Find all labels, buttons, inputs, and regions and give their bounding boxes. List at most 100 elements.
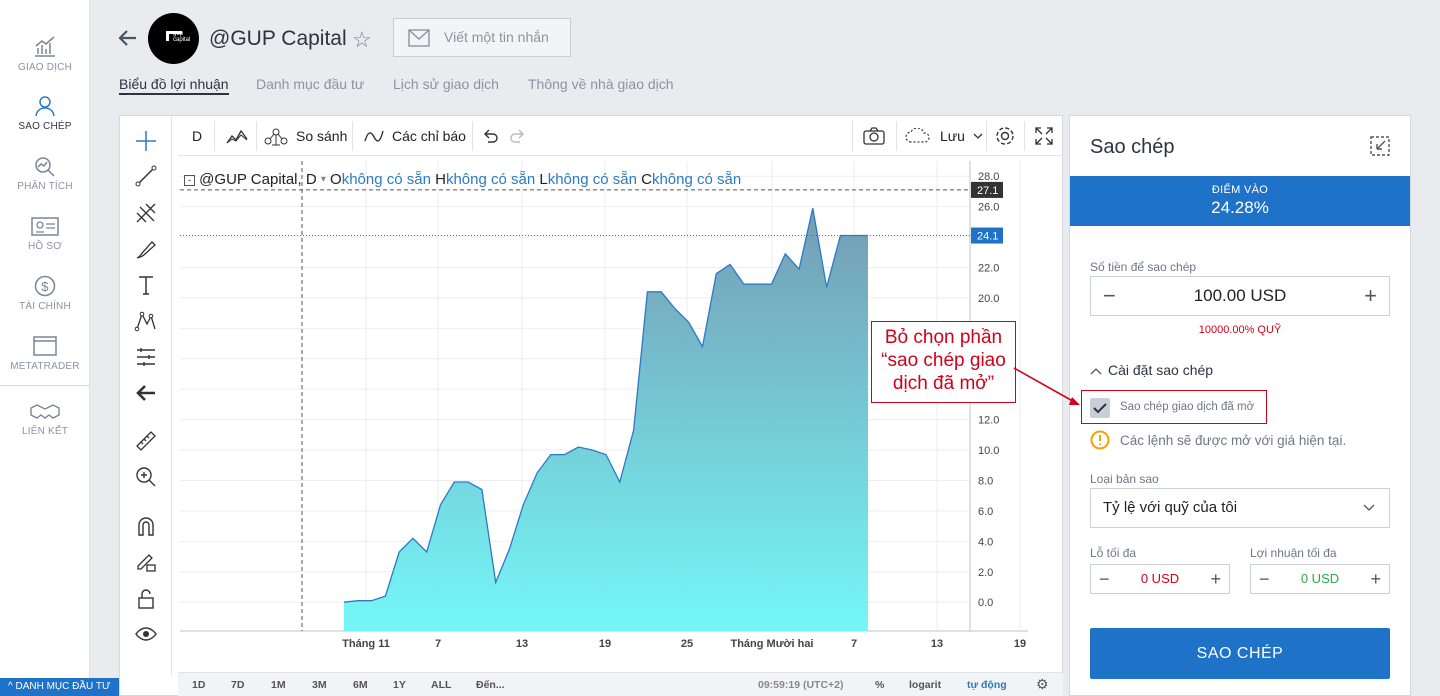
plus-icon[interactable]: + xyxy=(1210,569,1221,589)
copy-button[interactable]: SAO CHÉP xyxy=(1090,628,1390,679)
percent-toggle[interactable]: % xyxy=(875,679,885,691)
legend-collapse-icon[interactable]: - xyxy=(184,175,195,186)
star-icon[interactable]: ☆ xyxy=(352,27,372,52)
legend-symbol: @GUP Capital, D xyxy=(199,171,317,188)
minus-icon[interactable]: − xyxy=(1099,569,1110,589)
range-1d[interactable]: 1D xyxy=(192,679,206,691)
save-button[interactable]: Lưu xyxy=(904,116,983,156)
log-toggle[interactable]: logarit xyxy=(909,679,942,691)
copy-type-select[interactable]: Tỷ lệ với quỹ của tôi xyxy=(1090,488,1390,528)
nav-item-links[interactable]: LIÊN KẾT xyxy=(0,402,90,437)
magnet-icon[interactable] xyxy=(133,513,159,539)
compare-button[interactable]: So sánh xyxy=(264,116,347,156)
range-all[interactable]: ALL xyxy=(431,679,452,691)
range-1y[interactable]: 1Y xyxy=(393,679,406,691)
nav-label-profile: HỒ SƠ xyxy=(27,241,63,252)
nav-label-finance: TÀI CHÍNH xyxy=(19,301,71,312)
settings-toggle[interactable]: Cài đặt sao chép xyxy=(1090,362,1213,378)
fullscreen-icon[interactable] xyxy=(1034,116,1054,156)
x-tick-label: 13 xyxy=(931,638,943,650)
toolbar-divider xyxy=(986,121,987,151)
amount-stepper[interactable]: − 100.00 USD + xyxy=(1090,276,1390,316)
plus-icon[interactable]: + xyxy=(1370,569,1381,589)
unlock-icon[interactable] xyxy=(133,586,159,612)
message-button-label: Viết một tin nhắn xyxy=(444,29,549,45)
dollar-icon: $ xyxy=(34,275,56,297)
collapse-panel-icon[interactable] xyxy=(1370,136,1390,156)
message-button[interactable]: Viết một tin nhắn xyxy=(393,18,571,57)
annotation-callout: Bỏ chọn phần “sao chép giao dịch đã mở” xyxy=(871,321,1016,403)
window-icon xyxy=(33,336,57,356)
copy-open-trades-checkbox[interactable] xyxy=(1090,398,1110,418)
nav-item-copy[interactable]: SAO CHÉP xyxy=(0,95,90,132)
lock-pencil-icon[interactable] xyxy=(133,549,159,575)
entry-value: 24.28% xyxy=(1211,198,1269,217)
back-arrow-icon[interactable] xyxy=(118,26,138,55)
chart-container: D So sánh Các chỉ báo Lưu 0.0 2.0 4.0 6.0 8.… xyxy=(119,115,1063,696)
left-nav: GIAO DỊCH SAO CHÉP PHÂN TÍCH HỒ SƠ $ TÀI… xyxy=(0,0,90,696)
chevron-down-icon xyxy=(1363,504,1375,511)
chart-type-icon[interactable] xyxy=(226,116,248,156)
arrow-left-icon[interactable] xyxy=(133,380,159,406)
plus-icon[interactable]: + xyxy=(1364,283,1377,308)
tab-portfolio[interactable]: Danh mục đầu tư xyxy=(256,76,365,92)
range-6m[interactable]: 6M xyxy=(353,679,368,691)
tab-trader-info[interactable]: Thông về nhà giao dịch xyxy=(528,76,674,92)
max-loss-label: Lỗ tối đa xyxy=(1090,546,1137,560)
max-loss-stepper[interactable]: − 0 USD + xyxy=(1090,564,1230,594)
indicators-button[interactable]: Các chỉ báo xyxy=(364,116,466,156)
minus-icon[interactable]: − xyxy=(1259,569,1270,589)
range-3m[interactable]: 3M xyxy=(312,679,327,691)
ruler-icon[interactable] xyxy=(133,428,159,454)
max-loss-value[interactable]: 0 USD xyxy=(1140,571,1180,586)
chart-settings-icon[interactable]: ⚙ xyxy=(1036,676,1049,692)
legend-dropdown-icon[interactable]: ▾ xyxy=(320,174,326,185)
nav-label-links: LIÊN KẾT xyxy=(21,426,69,437)
toolbar-divider xyxy=(896,121,897,151)
text-tool-icon[interactable] xyxy=(133,272,159,298)
eye-icon[interactable] xyxy=(133,621,159,647)
tab-trade-history[interactable]: Lịch sử giao dịch xyxy=(393,76,499,92)
portfolio-bar[interactable]: ^ DANH MỤC ĐẦU TƯ xyxy=(0,678,123,696)
interval-label: D xyxy=(192,128,203,144)
range-7d[interactable]: 7D xyxy=(231,679,245,691)
nav-item-trade[interactable]: GIAO DỊCH xyxy=(0,36,90,73)
nav-item-profile[interactable]: HỒ SƠ xyxy=(0,215,90,252)
chart-legend: - @GUP Capital, D ▾ Okhông có sẵn Hkhông… xyxy=(184,171,741,188)
tab-profit-chart[interactable]: Biểu đồ lợi nhuận xyxy=(119,76,229,95)
camera-icon[interactable] xyxy=(862,116,886,156)
nav-label-copy: SAO CHÉP xyxy=(18,121,72,132)
amount-value[interactable]: 100.00 USD xyxy=(1193,286,1287,305)
warning-text: Các lệnh sẽ được mở với giá hiện tại. xyxy=(1120,433,1347,448)
fib-icon[interactable] xyxy=(133,344,159,370)
nav-item-analysis[interactable]: PHÂN TÍCH xyxy=(0,155,90,192)
legend-h-value: không có sẵn xyxy=(445,171,536,188)
max-profit-stepper[interactable]: − 0 USD + xyxy=(1250,564,1390,594)
range-goto[interactable]: Đến... xyxy=(476,679,505,691)
nav-item-finance[interactable]: $ TÀI CHÍNH xyxy=(0,275,90,312)
compare-icon xyxy=(264,128,288,146)
zoom-in-icon[interactable] xyxy=(133,464,159,490)
undo-icon[interactable] xyxy=(482,116,498,156)
toolbar-divider xyxy=(852,121,853,151)
y-tick-label: 4.0 xyxy=(978,536,993,548)
nav-label-metatrader: METATRADER xyxy=(10,361,80,372)
gear-icon[interactable] xyxy=(994,116,1016,156)
redo-icon[interactable] xyxy=(510,116,526,156)
profit-area-chart[interactable]: 0.02.04.06.08.010.012.014.016.018.020.02… xyxy=(180,161,1028,651)
brush-icon[interactable] xyxy=(133,236,159,262)
last-value-badge xyxy=(971,227,1003,244)
legend-o-value: không có sẵn xyxy=(341,171,431,188)
crosshair-icon[interactable] xyxy=(133,128,159,154)
range-1m[interactable]: 1M xyxy=(271,679,286,691)
max-profit-value[interactable]: 0 USD xyxy=(1300,571,1340,586)
auto-toggle[interactable]: tự động xyxy=(967,679,1007,691)
trend-line-icon[interactable] xyxy=(133,163,159,189)
panel-title: Sao chép xyxy=(1090,136,1175,158)
pattern-icon[interactable] xyxy=(133,308,159,334)
interval-button[interactable]: D xyxy=(192,116,202,156)
copy-open-trades-label[interactable]: Sao chép giao dịch đã mở xyxy=(1120,401,1255,413)
pitchfork-icon[interactable] xyxy=(133,200,159,226)
nav-item-metatrader[interactable]: METATRADER xyxy=(0,335,90,372)
minus-icon[interactable]: − xyxy=(1103,283,1116,308)
